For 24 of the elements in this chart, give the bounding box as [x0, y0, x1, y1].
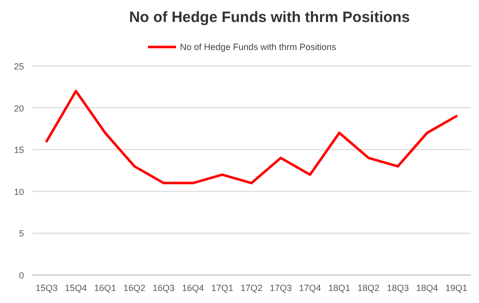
x-tick-label: 16Q3 [152, 283, 175, 293]
x-tick-label: 19Q1 [445, 283, 468, 293]
x-tick-label: 17Q4 [299, 283, 322, 293]
x-tick-label: 16Q4 [182, 283, 204, 293]
y-tick-label: 25 [14, 62, 24, 72]
y-tick-label: 20 [14, 103, 24, 114]
legend-label: No of Hedge Funds with thrm Positions [180, 42, 337, 52]
x-tick-label: 17Q3 [270, 283, 292, 293]
y-tick-label: 15 [14, 145, 24, 156]
x-tick-label: 16Q1 [94, 283, 116, 293]
x-tick-label: 18Q2 [358, 283, 380, 293]
y-tick-label: 5 [18, 228, 24, 239]
chart-title: No of Hedge Funds with thrm Positions [129, 9, 410, 26]
x-tick-label: 17Q2 [240, 283, 263, 293]
x-tick-label: 15Q4 [64, 283, 87, 293]
x-tick-label: 18Q1 [328, 283, 350, 293]
x-tick-label: 16Q2 [123, 283, 146, 293]
y-tick-label: 0 [18, 270, 24, 280]
x-tick-label: 18Q4 [416, 283, 438, 293]
x-tick-label: 15Q3 [36, 283, 58, 293]
line-series [45, 90, 458, 184]
x-tick-label: 18Q3 [386, 283, 409, 293]
x-tick-label: 17Q1 [211, 283, 234, 293]
y-tick-label: 10 [14, 186, 24, 197]
